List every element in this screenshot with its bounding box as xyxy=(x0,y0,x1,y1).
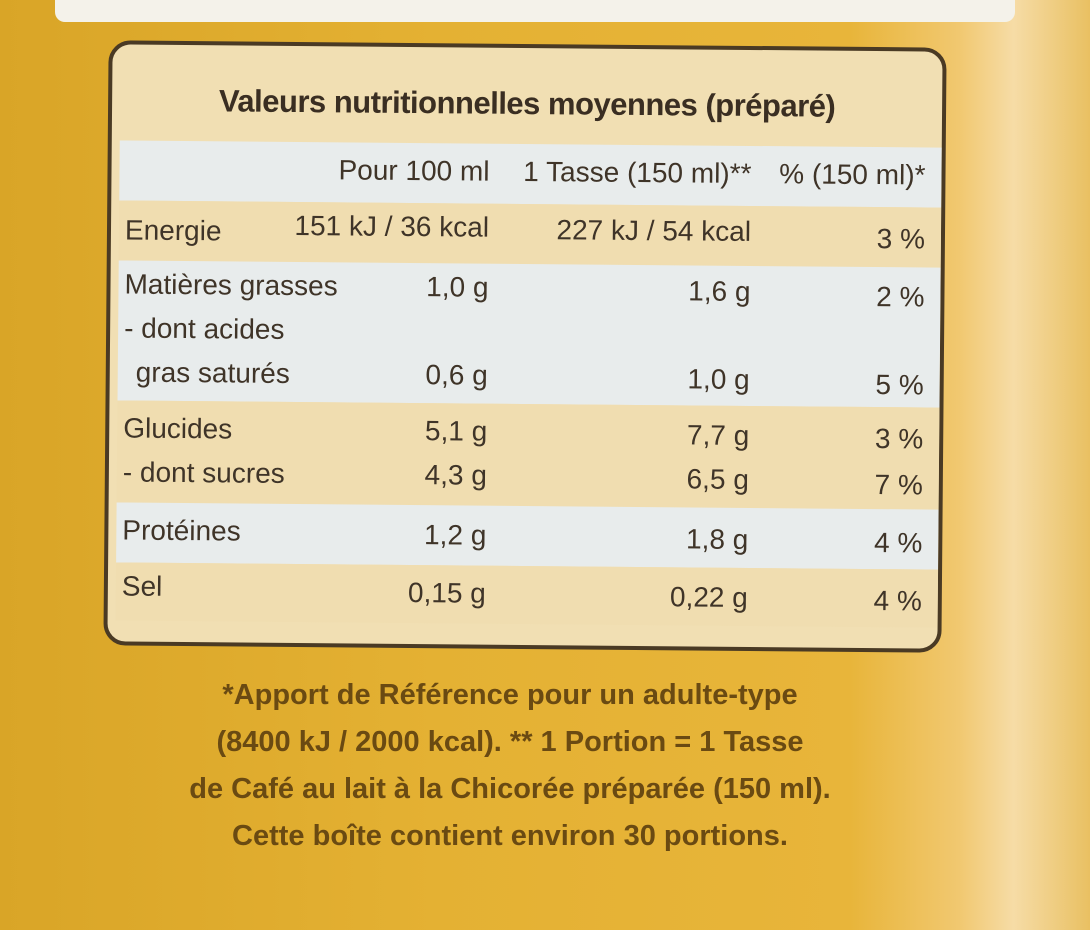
value-percent: 3 % xyxy=(874,423,924,455)
value-per-100ml: 4,3 g xyxy=(424,459,488,491)
value-per-cup: 1,0 g xyxy=(687,363,750,395)
header-percent: % (150 ml)* xyxy=(779,158,926,191)
row-label: Sel xyxy=(121,570,163,602)
table-title: Valeurs nutritionnelles moyennes (prépar… xyxy=(218,83,836,124)
value-per-cup: 1,8 g xyxy=(685,523,749,555)
footnote-line: de Café au lait à la Chicorée préparée (… xyxy=(189,773,831,805)
header-per-100ml: Pour 100 ml xyxy=(338,154,490,187)
table-row-sel: Sel 0,15 g 0,22 g 4 % xyxy=(115,562,939,628)
value-per-100ml: 1,2 g xyxy=(423,519,487,551)
value-per-cup: 6,5 g xyxy=(686,463,749,495)
row-label: Protéines xyxy=(122,514,241,547)
row-label: Glucides xyxy=(123,412,233,445)
value-per-cup: 1,6 g xyxy=(688,275,751,307)
table-row-glucides: Glucides 5,1 g 7,7 g 3 % - dont sucres 4… xyxy=(116,400,940,510)
table-row-matieres-grasses: Matières grasses 1,0 g 1,6 g 2 % - dont … xyxy=(117,260,941,408)
header-per-cup: 1 Tasse (150 ml)** xyxy=(523,155,752,189)
footnote: *Apport de Référence pour un adulte-type… xyxy=(150,672,870,860)
value-percent: 3 % xyxy=(876,223,926,255)
value-per-100ml: 0,15 g xyxy=(407,576,486,609)
table-row-proteines: Protéines 1,2 g 1,8 g 4 % xyxy=(116,502,939,570)
row-label: Energie xyxy=(124,214,222,247)
nutrition-table-panel: Valeurs nutritionnelles moyennes (prépar… xyxy=(103,40,947,653)
row-sublabel-dont-acides: - dont acides xyxy=(124,312,285,345)
value-percent: 7 % xyxy=(874,469,923,501)
value-per-cup: 0,22 g xyxy=(669,581,748,613)
row-sublabel-gras-satures: gras saturés xyxy=(135,356,290,389)
value-percent: 5 % xyxy=(875,369,924,401)
value-percent: 4 % xyxy=(873,527,923,559)
footnote-line: Cette boîte contient environ 30 portions… xyxy=(232,820,788,852)
row-label: Matières grasses xyxy=(124,268,338,302)
row-sublabel-dont-sucres: - dont sucres xyxy=(122,456,285,489)
value-per-100ml: 1,0 g xyxy=(426,271,489,303)
value-percent: 4 % xyxy=(873,585,922,617)
table-row-energie: Energie 151 kJ / 36 kcal 227 kJ / 54 kca… xyxy=(118,200,942,268)
value-per-100ml: 5,1 g xyxy=(424,415,488,447)
value-per-cup: 227 kJ / 54 kcal xyxy=(556,214,752,247)
value-per-100ml: 0,6 g xyxy=(425,359,488,391)
value-percent: 2 % xyxy=(876,281,925,313)
value-per-cup: 7,7 g xyxy=(686,419,750,451)
footnote-line: (8400 kJ / 2000 kcal). ** 1 Portion = 1 … xyxy=(216,726,804,758)
table-header-row: Pour 100 ml 1 Tasse (150 ml)** % (150 ml… xyxy=(119,140,942,208)
top-white-strip xyxy=(55,0,1015,22)
value-per-100ml: 151 kJ / 36 kcal xyxy=(294,209,490,243)
footnote-line: *Apport de Référence pour un adulte-type xyxy=(222,679,798,711)
